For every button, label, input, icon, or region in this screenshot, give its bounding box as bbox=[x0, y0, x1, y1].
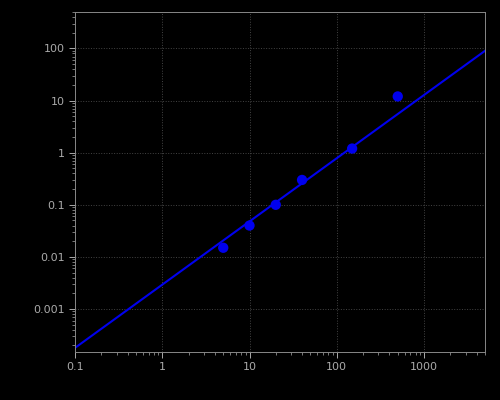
Point bbox=[348, 145, 356, 152]
Point bbox=[272, 202, 280, 208]
Point bbox=[219, 244, 227, 251]
Point bbox=[298, 177, 306, 183]
Point bbox=[246, 222, 254, 229]
Point bbox=[394, 93, 402, 100]
